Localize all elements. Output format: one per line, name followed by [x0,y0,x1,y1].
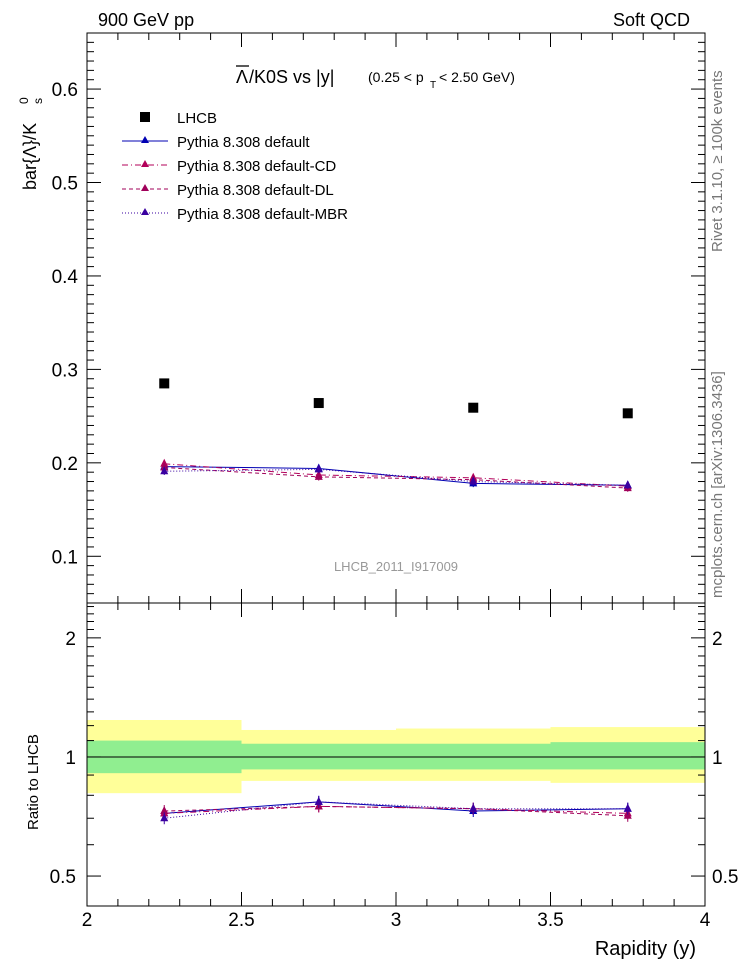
y-tick-label-main: 0.4 [52,267,79,288]
axis-ticks: 2 2.5 3 3.5 4 0.1 0.2 0.3 0.4 0.5 0.6 0.5 0.5 1 1 2 2 [50,33,738,931]
legend-item-pythia-default: Pythia 8.308 default [122,134,310,151]
line-main-pythia-8-308-default-mbr [164,468,628,486]
y-tick-label-main: 0.1 [52,547,78,568]
y-tick-label-ratio-left: 0.5 [50,867,76,888]
marker-main-pythia-8-308-default-mbr [160,466,169,475]
marker-ratio-pythia-8-308-default-dl [160,806,169,815]
marker-ratio-pythia-8-308-default-dl [623,810,632,819]
legend-marker-lhcb [140,112,150,122]
legend-marker-pythia-default-mbr [141,208,149,215]
line-ratio-pythia-8-308-default-cd [164,805,628,814]
legend-label-pythia-default-dl: Pythia 8.308 default-DL [177,182,334,199]
legend-marker-pythia-default [141,136,149,143]
main-ylabel-sup: 0 [17,97,31,104]
marker-main-pythia-8-308-default-mbr [469,476,478,485]
marker-main-lhcb [622,408,633,419]
line-main-pythia-8-308-default-cd [164,463,628,487]
y-tick-label-ratio-right: 0.5 [712,867,738,888]
x-tick-label: 2 [82,910,93,931]
line-main-pythia-8-308-default-dl [164,467,628,489]
marker-ratio-pythia-8-308-default-mbr [469,803,478,812]
y-tick-label-ratio-left: 2 [65,629,76,650]
line-ratio-pythia-8-308-default [164,801,628,814]
x-tick-label: 2.5 [228,910,254,931]
main-ylabel-sub: s [31,98,45,104]
marker-ratio-pythia-8-308-default-mbr [314,796,323,805]
marker-ratio-pythia-8-308-default-mbr [623,803,632,812]
ratio-ylabel: Ratio to LHCB [25,734,42,830]
legend: LHCB Pythia 8.308 default Pythia 8.308 d… [122,110,348,223]
mcplots-label: mcplots.cern.ch [arXiv:1306.3436] [709,371,726,598]
y-tick-label-ratio-right: 2 [712,629,723,650]
marker-main-lhcb [159,378,170,389]
legend-item-pythia-default-mbr: Pythia 8.308 default-MBR [122,206,348,223]
legend-marker-pythia-default-cd [141,160,149,167]
title-range-end: < 2.50 GeV) [439,69,515,85]
title-symbol: Λ [236,67,248,87]
marker-main-lhcb [468,402,479,413]
x-tick-label: 3.5 [537,910,563,931]
plot-title: Λ /K0S vs |y| (0.25 < p T < 2.50 GeV) [236,65,515,91]
header-left: 900 GeV pp [98,10,194,30]
marker-main-lhcb [313,398,324,409]
y-tick-label-main: 0.6 [52,80,78,101]
title-text: /K0S vs |y| [249,67,334,87]
x-tick-label: 4 [700,910,711,931]
y-tick-label-main: 0.2 [52,454,78,475]
legend-label-pythia-default-cd: Pythia 8.308 default-CD [177,158,336,175]
main-ylabel: bar{Λ}/K 0 s [17,97,45,190]
legend-label-lhcb: LHCB [177,110,217,127]
ratio-stat-band [550,742,705,770]
title-range: (0.25 < p [368,69,424,85]
main-ylabel-text: bar{Λ}/K [20,123,40,190]
series-lines [164,463,628,819]
line-ratio-pythia-8-308-default-dl [164,805,628,817]
legend-item-lhcb: LHCB [140,110,217,127]
rivet-label: Rivet 3.1.10, ≥ 100k events [709,70,726,252]
marker-main-pythia-8-308-default-mbr [623,480,632,489]
y-tick-label-ratio-left: 1 [65,748,76,769]
y-tick-label-main: 0.3 [52,360,78,381]
analysis-watermark: LHCB_2011_I917009 [334,559,458,574]
marker-ratio-pythia-8-308-default-mbr [160,813,169,822]
x-axis-label: Rapidity (y) [595,938,696,960]
line-ratio-pythia-8-308-default-mbr [164,801,628,819]
legend-item-pythia-default-cd: Pythia 8.308 default-CD [122,158,336,175]
legend-label-pythia-default-mbr: Pythia 8.308 default-MBR [177,206,348,223]
marker-main-pythia-8-308-default-mbr [314,464,323,473]
y-tick-label-ratio-right: 1 [712,748,723,769]
legend-item-pythia-default-dl: Pythia 8.308 default-DL [122,182,334,199]
header-right: Soft QCD [613,10,690,30]
legend-label-pythia-default: Pythia 8.308 default [177,134,310,151]
legend-marker-pythia-default-dl [141,184,149,191]
data-markers [159,378,633,825]
ratio-bands [87,719,705,794]
marker-main-pythia-8-308-default-dl [314,471,323,480]
y-tick-label-main: 0.5 [52,174,78,195]
title-range-sub: T [430,80,436,91]
x-tick-label: 3 [391,910,402,931]
